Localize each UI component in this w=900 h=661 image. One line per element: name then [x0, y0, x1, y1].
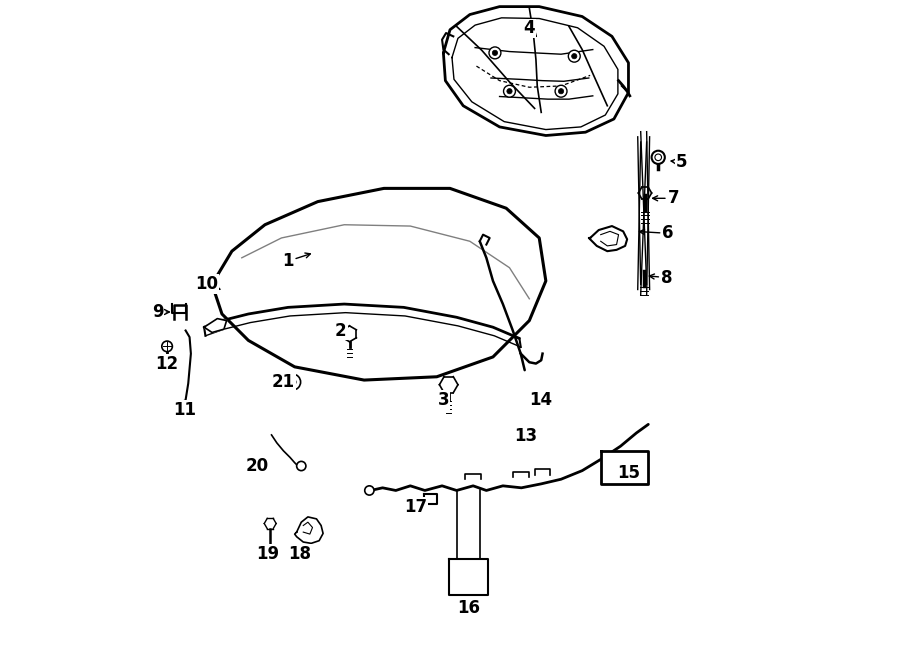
Circle shape — [568, 50, 580, 62]
Circle shape — [162, 341, 173, 352]
Text: 7: 7 — [668, 189, 680, 208]
Text: 11: 11 — [173, 401, 196, 419]
Polygon shape — [212, 188, 545, 380]
Text: 15: 15 — [617, 463, 640, 482]
Circle shape — [652, 151, 665, 164]
Text: 21: 21 — [272, 373, 295, 391]
Text: 3: 3 — [437, 391, 449, 409]
Text: 9: 9 — [152, 303, 164, 321]
Text: 6: 6 — [662, 224, 674, 243]
Polygon shape — [185, 330, 191, 400]
Polygon shape — [204, 319, 227, 332]
Text: 1: 1 — [283, 252, 293, 270]
Text: 5: 5 — [676, 153, 687, 171]
Circle shape — [558, 89, 563, 94]
Text: 17: 17 — [404, 498, 428, 516]
Circle shape — [572, 54, 577, 59]
Text: 19: 19 — [256, 545, 280, 563]
Polygon shape — [424, 494, 436, 504]
Text: 2: 2 — [335, 321, 346, 340]
Circle shape — [489, 47, 501, 59]
Text: 18: 18 — [288, 545, 310, 563]
Text: 13: 13 — [515, 427, 537, 446]
Text: 10: 10 — [195, 275, 219, 293]
Text: 14: 14 — [530, 391, 553, 409]
Text: 12: 12 — [156, 354, 179, 373]
Circle shape — [492, 50, 498, 56]
Polygon shape — [294, 517, 323, 543]
Circle shape — [507, 89, 512, 94]
Circle shape — [284, 374, 301, 390]
Text: 20: 20 — [246, 457, 268, 475]
Text: 4: 4 — [524, 19, 536, 38]
Circle shape — [297, 461, 306, 471]
Polygon shape — [600, 451, 648, 484]
Text: 16: 16 — [457, 599, 480, 617]
Circle shape — [364, 486, 374, 495]
Polygon shape — [444, 7, 628, 136]
Circle shape — [290, 379, 296, 385]
Text: 8: 8 — [662, 268, 672, 287]
Circle shape — [555, 85, 567, 97]
Circle shape — [503, 85, 516, 97]
Polygon shape — [589, 226, 627, 251]
